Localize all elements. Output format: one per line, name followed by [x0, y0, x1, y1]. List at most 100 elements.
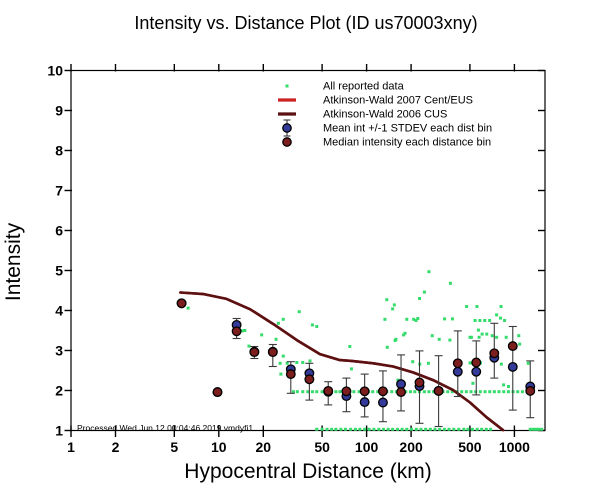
median-intensity-point: [433, 385, 444, 396]
reported-data-point: [376, 390, 380, 394]
reported-data-point: [291, 390, 295, 394]
reported-data-point: [478, 390, 482, 394]
legend-reported-dot-icon: [285, 84, 289, 88]
reported-data-point: [339, 427, 343, 431]
median-intensity-point: [359, 386, 370, 397]
reported-data-point: [385, 298, 389, 302]
reported-data-point: [470, 427, 474, 431]
reported-data-point: [452, 427, 456, 431]
reported-data-point: [495, 335, 499, 339]
reported-data-point: [371, 390, 375, 394]
reported-data-point: [428, 427, 432, 431]
reported-data-point: [474, 390, 478, 394]
reported-data-point: [306, 390, 310, 394]
reported-data-point: [383, 317, 387, 321]
reported-data-point: [285, 361, 289, 365]
reported-data-point: [240, 329, 244, 333]
y-tick-label: 2: [55, 383, 63, 399]
median-intensity-point: [525, 385, 536, 396]
aw2006-curve: [179, 291, 505, 432]
reported-data-point: [526, 361, 530, 365]
median-intensity-point: [285, 369, 296, 380]
reported-data-point: [499, 305, 503, 308]
chart-title: Intensity vs. Distance Plot (ID us70003x…: [134, 13, 478, 33]
median-intensity-point: [212, 387, 223, 398]
reported-data-point: [520, 390, 524, 394]
reported-data-point: [497, 390, 501, 394]
reported-data-point: [320, 427, 324, 431]
reported-data-point: [427, 270, 431, 274]
median-intensity-point: [323, 385, 334, 396]
median-intensity-point: [341, 386, 352, 397]
reported-data-point: [386, 427, 390, 431]
reported-data-point: [348, 345, 352, 348]
reported-data-point: [457, 427, 461, 431]
reported-data-point: [330, 427, 334, 431]
reported-data-point: [297, 310, 301, 314]
reported-data-point: [462, 427, 466, 431]
reported-data-point: [506, 385, 510, 388]
reported-data-point: [489, 427, 493, 431]
y-tick-label: 10: [47, 63, 63, 79]
mean-intensity-point: [507, 361, 518, 372]
reported-data-point: [477, 335, 481, 339]
legend-label: All reported data: [323, 81, 405, 93]
reported-data-point: [295, 361, 299, 364]
reported-data-point: [357, 390, 361, 394]
x-tick-label: 50: [314, 439, 330, 455]
reported-data-point: [443, 317, 447, 321]
median-intensity-point: [414, 377, 425, 388]
reported-data-point: [349, 367, 353, 371]
reported-data-point: [418, 297, 422, 300]
x-tick-label: 200: [399, 439, 423, 455]
mean-intensity-point: [396, 379, 406, 390]
reported-data-point: [358, 427, 362, 431]
reported-data-point: [483, 390, 487, 394]
reported-data-point: [537, 427, 541, 431]
reported-data-point: [315, 427, 319, 431]
reported-data-point: [437, 337, 441, 341]
reported-data-point: [483, 319, 487, 322]
reported-data-point: [480, 332, 484, 336]
x-tick-label: 1000: [499, 439, 530, 455]
median-intensity-point: [377, 386, 388, 397]
reported-data-point: [478, 319, 482, 322]
reported-data-point: [499, 362, 503, 366]
reported-data-point: [422, 390, 426, 394]
mean-intensity-point: [377, 397, 388, 408]
x-tick-label: 5: [170, 439, 178, 455]
reported-data-point: [391, 307, 395, 311]
median-intensity-point: [471, 357, 482, 368]
reported-data-point: [506, 390, 510, 394]
reported-data-point: [469, 335, 473, 339]
median-intensity-point: [176, 298, 187, 309]
x-tick-label: 100: [355, 439, 379, 455]
reported-data-point: [338, 390, 342, 394]
reported-data-point: [419, 427, 423, 431]
y-axis-title: Intensity: [2, 222, 25, 302]
reported-data-point: [433, 427, 437, 431]
y-tick-label: 6: [55, 223, 63, 239]
x-tick-label: 2: [112, 439, 120, 455]
reported-data-point: [396, 378, 400, 382]
reported-data-point: [485, 332, 489, 336]
reported-data-point: [408, 390, 412, 394]
legend-mean-icon: [282, 123, 292, 133]
reported-data-point: [518, 342, 522, 346]
reported-data-point: [405, 317, 409, 321]
reported-data-point: [469, 390, 473, 394]
reported-data-point: [540, 427, 544, 431]
reported-data-point: [412, 317, 416, 321]
x-tick-label: 10: [211, 439, 227, 455]
legend-label: Mean int +/-1 STDEV each dist bin: [323, 123, 492, 135]
reported-data-point: [352, 390, 356, 394]
reported-data-point: [447, 427, 451, 431]
mean-intensity-point: [452, 366, 463, 377]
reported-data-point: [504, 335, 508, 339]
median-intensity-point: [249, 347, 260, 358]
reported-data-point: [320, 390, 324, 394]
legend-median-icon: [282, 137, 292, 147]
reported-data-point: [448, 338, 452, 342]
reported-data-point: [381, 427, 385, 431]
